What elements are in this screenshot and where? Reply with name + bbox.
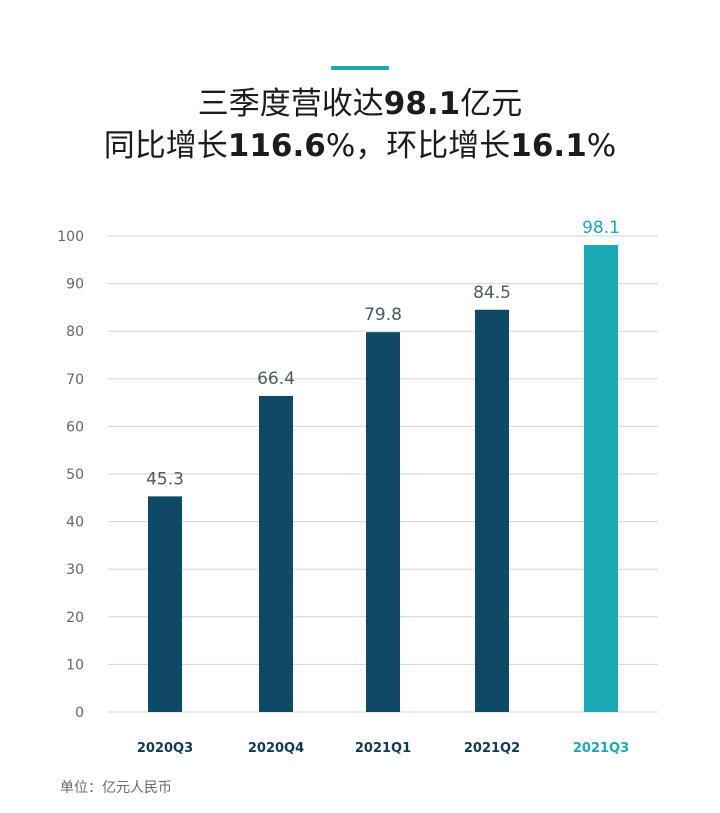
title-text: 三季度营收达	[197, 86, 384, 122]
y-tick-label: 70	[66, 372, 84, 388]
title-unit: 亿元	[460, 86, 523, 122]
bar-value-label: 84.5	[473, 283, 511, 303]
y-tick-label: 20	[66, 610, 84, 626]
y-tick-label: 80	[66, 324, 84, 340]
bar	[259, 395, 293, 712]
bar	[366, 332, 400, 712]
bar-value-label: 79.8	[364, 305, 402, 325]
bar	[148, 496, 182, 712]
title-qoq-value: 16.1	[510, 128, 587, 164]
bar-value-label: 66.4	[257, 369, 295, 389]
y-tick-label: 0	[75, 705, 84, 721]
y-tick-label: 30	[66, 562, 84, 578]
chart-title-line1: 三季度营收达98.1亿元	[0, 86, 720, 123]
title-yoy-label: 同比增长	[103, 128, 228, 164]
x-tick-label: 2021Q3	[573, 741, 629, 756]
y-tick-label: 100	[57, 229, 84, 245]
title-value: 98.1	[383, 86, 461, 122]
x-tick-label: 2021Q1	[355, 741, 411, 756]
x-tick-label: 2021Q2	[464, 741, 520, 756]
y-tick-label: 90	[66, 277, 84, 293]
bar-value-label: 45.3	[146, 469, 184, 489]
unit-note: 单位：亿元人民币	[60, 780, 172, 796]
x-tick-label: 2020Q3	[137, 741, 193, 756]
title-percent: %	[586, 128, 617, 164]
x-tick-label: 2020Q4	[248, 741, 304, 756]
y-tick-label: 10	[66, 657, 84, 673]
chart-title-line2: 同比增长116.6%，环比增长16.1%	[0, 128, 720, 165]
y-tick-label: 50	[66, 467, 84, 483]
bar	[475, 309, 509, 712]
bar-value-label: 98.1	[582, 218, 620, 238]
accent-line	[331, 66, 389, 70]
bar	[584, 245, 618, 712]
y-tick-label: 40	[66, 515, 84, 531]
y-tick-label: 60	[66, 419, 84, 435]
title-yoy-value: 116.6	[227, 128, 326, 164]
title-qoq-label: %，环比增长	[325, 128, 511, 164]
